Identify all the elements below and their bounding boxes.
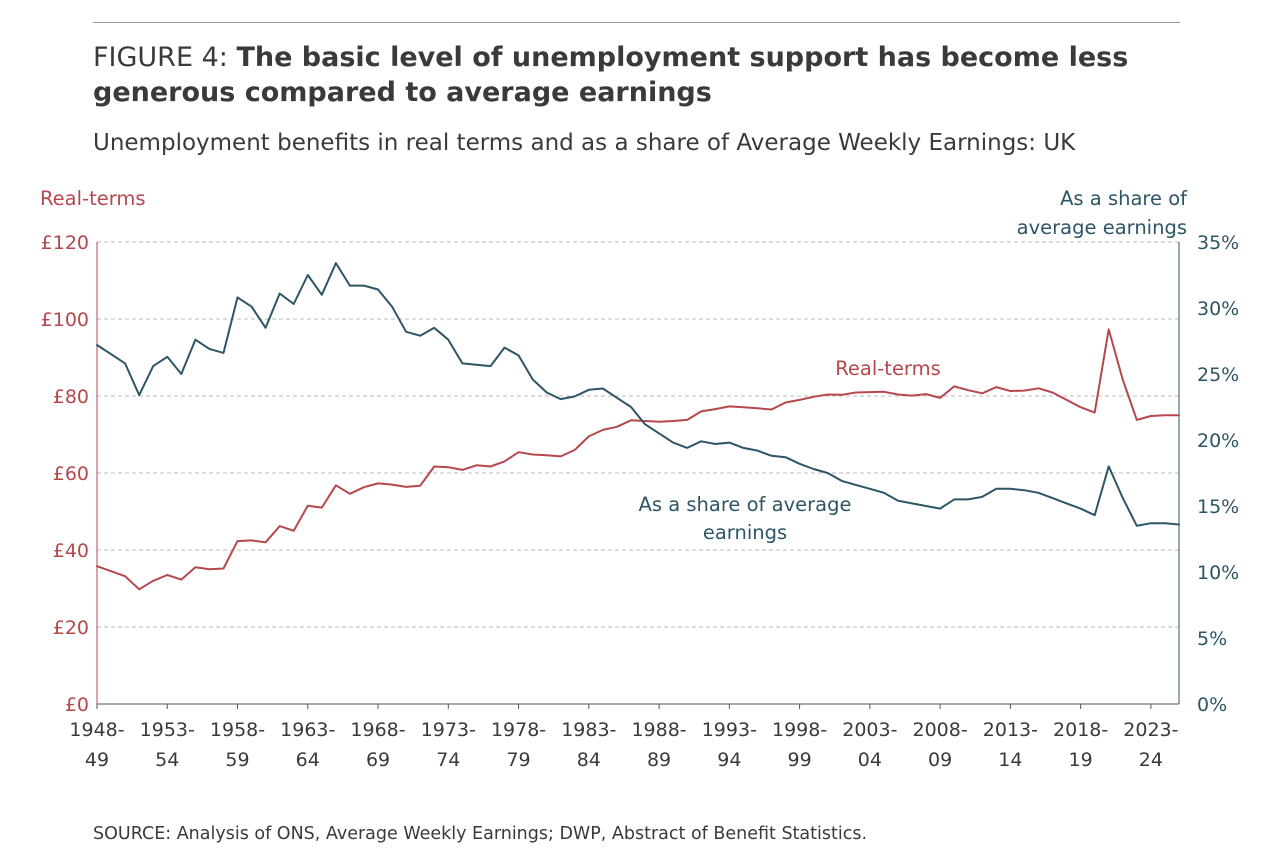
- x-axis-tick-label: 54: [155, 749, 179, 771]
- x-axis-tick-label: 24: [1139, 749, 1163, 771]
- real-terms-annotation: Real-terms: [835, 357, 941, 380]
- x-axis-tick-label: 2023-: [1123, 719, 1178, 741]
- right-axis-tick-label: 20%: [1197, 430, 1239, 452]
- left-axis-tick-label: £60: [53, 463, 89, 485]
- x-axis-tick-label: 09: [928, 749, 952, 771]
- share-annotation: As a share of average: [639, 493, 852, 516]
- x-axis-tick-label: 2008-: [913, 719, 968, 741]
- left-axis-tick-label: £20: [53, 617, 89, 639]
- left-axis-tick-label: £40: [53, 540, 89, 562]
- x-axis-tick-label: 89: [647, 749, 671, 771]
- x-axis-tick-label: 1993-: [702, 719, 757, 741]
- x-axis-tick-label: 14: [998, 749, 1022, 771]
- x-axis-tick-label: 2018-: [1053, 719, 1108, 741]
- source-note: SOURCE: Analysis of ONS, Average Weekly …: [93, 824, 868, 844]
- x-axis-tick-label: 19: [1069, 749, 1093, 771]
- right-axis-tick-label: 0%: [1197, 694, 1227, 716]
- right-axis-tick-label: 10%: [1197, 562, 1239, 584]
- figure-number: FIGURE 4:: [93, 42, 228, 73]
- right-axis-title: average earnings: [1017, 216, 1187, 239]
- x-axis-tick-label: 74: [436, 749, 460, 771]
- x-axis-tick-label: 59: [225, 749, 249, 771]
- real-terms-series-line: [96, 328, 1180, 591]
- x-axis-tick-label: 94: [717, 749, 741, 771]
- figure-headline: The basic level of unemployment support …: [93, 42, 1129, 108]
- left-axis-tick-label: £120: [41, 232, 89, 254]
- right-axis-tick-label: 15%: [1197, 496, 1239, 518]
- x-axis-tick-label: 2013-: [983, 719, 1038, 741]
- x-axis-tick-label: 49: [85, 749, 109, 771]
- figure-subtitle: Unemployment benefits in real terms and …: [93, 130, 1076, 156]
- x-axis-tick-label: 99: [788, 749, 812, 771]
- x-axis-tick-label: 64: [296, 749, 320, 771]
- share-annotation: earnings: [703, 521, 787, 544]
- right-axis-title: As a share of: [1060, 187, 1188, 210]
- x-axis-tick-label: 84: [577, 749, 601, 771]
- right-axis-tick-label: 25%: [1197, 364, 1239, 386]
- x-axis-tick-label: 04: [858, 749, 882, 771]
- top-rule: [93, 22, 1180, 23]
- left-axis-tick-label: £80: [53, 386, 89, 408]
- x-axis-tick-label: 1953-: [140, 719, 195, 741]
- x-axis-tick-label: 79: [506, 749, 530, 771]
- left-axis-title: Real-terms: [40, 187, 146, 210]
- x-axis-tick-label: 1988-: [631, 719, 686, 741]
- x-axis-tick-label: 1948-: [69, 719, 124, 741]
- x-axis-tick-label: 1973-: [421, 719, 476, 741]
- right-axis-tick-label: 35%: [1197, 232, 1239, 254]
- left-axis-tick-label: £0: [65, 694, 89, 716]
- x-axis-tick-label: 2003-: [842, 719, 897, 741]
- figure-title: FIGURE 4: The basic level of unemploymen…: [93, 40, 1203, 110]
- x-axis-tick-label: 69: [366, 749, 390, 771]
- x-axis-tick-label: 1998-: [772, 719, 827, 741]
- left-axis-tick-label: £100: [41, 309, 89, 331]
- right-axis-tick-label: 30%: [1197, 298, 1239, 320]
- x-axis-tick-label: 1983-: [561, 719, 616, 741]
- x-axis-tick-label: 1958-: [210, 719, 265, 741]
- x-axis-tick-label: 1978-: [491, 719, 546, 741]
- x-axis-tick-label: 1968-: [350, 719, 405, 741]
- share-series-line: [96, 262, 1180, 527]
- x-axis-tick-label: 1963-: [280, 719, 335, 741]
- right-axis-tick-label: 5%: [1197, 628, 1227, 650]
